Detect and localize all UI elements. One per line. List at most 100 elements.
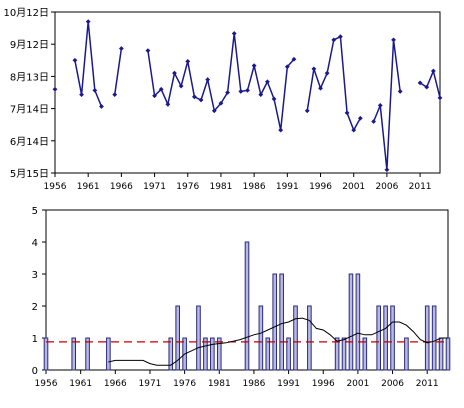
data-point [99, 104, 104, 109]
x-tick-label: 1956 [44, 182, 67, 192]
data-point [278, 127, 284, 133]
data-point [205, 77, 211, 83]
bar [341, 337, 347, 371]
data-point [225, 90, 230, 95]
bar [334, 337, 340, 371]
data-point [152, 93, 157, 99]
data-point [265, 79, 270, 85]
y-tick-label: 5 [32, 206, 38, 217]
x-tick-label: 1961 [77, 182, 100, 192]
bar [404, 337, 409, 371]
data-point [112, 92, 118, 98]
data-point [92, 87, 98, 93]
bar [376, 305, 381, 371]
data-point [437, 95, 443, 101]
bar [43, 337, 49, 371]
bar [431, 305, 437, 371]
series-line [372, 39, 401, 170]
bar [383, 305, 388, 371]
data-point [351, 127, 357, 133]
plot-frame [54, 11, 441, 174]
y-tick-label: 0 [32, 366, 38, 377]
data-point [424, 84, 430, 90]
y-tick-label: 2 [32, 302, 38, 313]
bar [244, 241, 250, 371]
data-point [85, 19, 91, 25]
data-point [251, 63, 257, 69]
series-line [74, 21, 103, 107]
x-tick-label: 1996 [309, 182, 332, 192]
y-tick-label: 7月14日 [10, 104, 49, 116]
data-point [318, 85, 323, 91]
x-tick-label: 2001 [342, 182, 365, 192]
data-point [291, 56, 297, 62]
data-point [191, 94, 197, 100]
data-point [238, 89, 244, 94]
x-tick-label: 1976 [173, 379, 196, 389]
data-point [118, 46, 124, 51]
x-tick-label: 1966 [110, 182, 133, 192]
bar [265, 337, 271, 371]
bar [210, 337, 215, 371]
x-tick-label: 1971 [143, 182, 166, 192]
bar [168, 337, 174, 371]
smoothed-line [108, 317, 448, 366]
data-point [218, 100, 224, 106]
bar [355, 273, 361, 371]
data-point [72, 57, 78, 63]
y-tick-label: 10月12日 [4, 7, 49, 19]
data-point [258, 92, 264, 98]
bar [307, 305, 312, 371]
data-point [79, 92, 84, 98]
data-point [357, 115, 363, 121]
bar [362, 337, 368, 371]
y-tick-label: 3 [32, 270, 38, 281]
y-tick-label: 6月14日 [10, 136, 49, 148]
data-point [324, 70, 330, 76]
series-line [419, 68, 441, 99]
bar [203, 337, 208, 371]
bar [71, 337, 77, 371]
bar [424, 305, 430, 371]
x-tick-label: 1966 [104, 379, 127, 389]
data-point [52, 86, 58, 92]
bar [85, 337, 90, 371]
data-point [165, 101, 171, 107]
data-point [430, 68, 436, 74]
data-point [145, 48, 151, 54]
x-tick-label: 1981 [208, 379, 231, 389]
bar [390, 305, 395, 371]
bar [106, 337, 111, 371]
x-tick-label: 1961 [69, 379, 92, 389]
data-point [185, 58, 191, 64]
data-point [172, 70, 177, 76]
x-tick-label: 1981 [209, 182, 232, 192]
data-point [331, 37, 337, 43]
x-tick-label: 2001 [346, 379, 369, 389]
bar [286, 337, 291, 371]
x-tick-label: 1991 [277, 379, 300, 389]
data-point [245, 87, 250, 93]
x-tick-label: 2006 [375, 182, 398, 192]
data-point [198, 97, 204, 103]
x-tick-label: 1971 [139, 379, 162, 389]
y-tick-label: 9月12日 [10, 39, 49, 51]
x-tick-label: 2006 [381, 379, 404, 389]
x-tick-label: 2011 [416, 379, 439, 389]
series-line [147, 33, 295, 131]
bar [272, 273, 278, 371]
x-tick-label: 1956 [35, 379, 58, 389]
bar [258, 305, 264, 371]
series-line [113, 48, 123, 95]
data-point [311, 66, 317, 72]
x-tick-label: 1976 [176, 182, 199, 192]
data-point [417, 80, 423, 86]
bar [175, 305, 180, 371]
x-tick-label: 1991 [276, 182, 299, 192]
bar [293, 305, 298, 371]
data-point [391, 37, 396, 43]
y-tick-label: 4 [32, 238, 38, 249]
bar [438, 337, 444, 371]
